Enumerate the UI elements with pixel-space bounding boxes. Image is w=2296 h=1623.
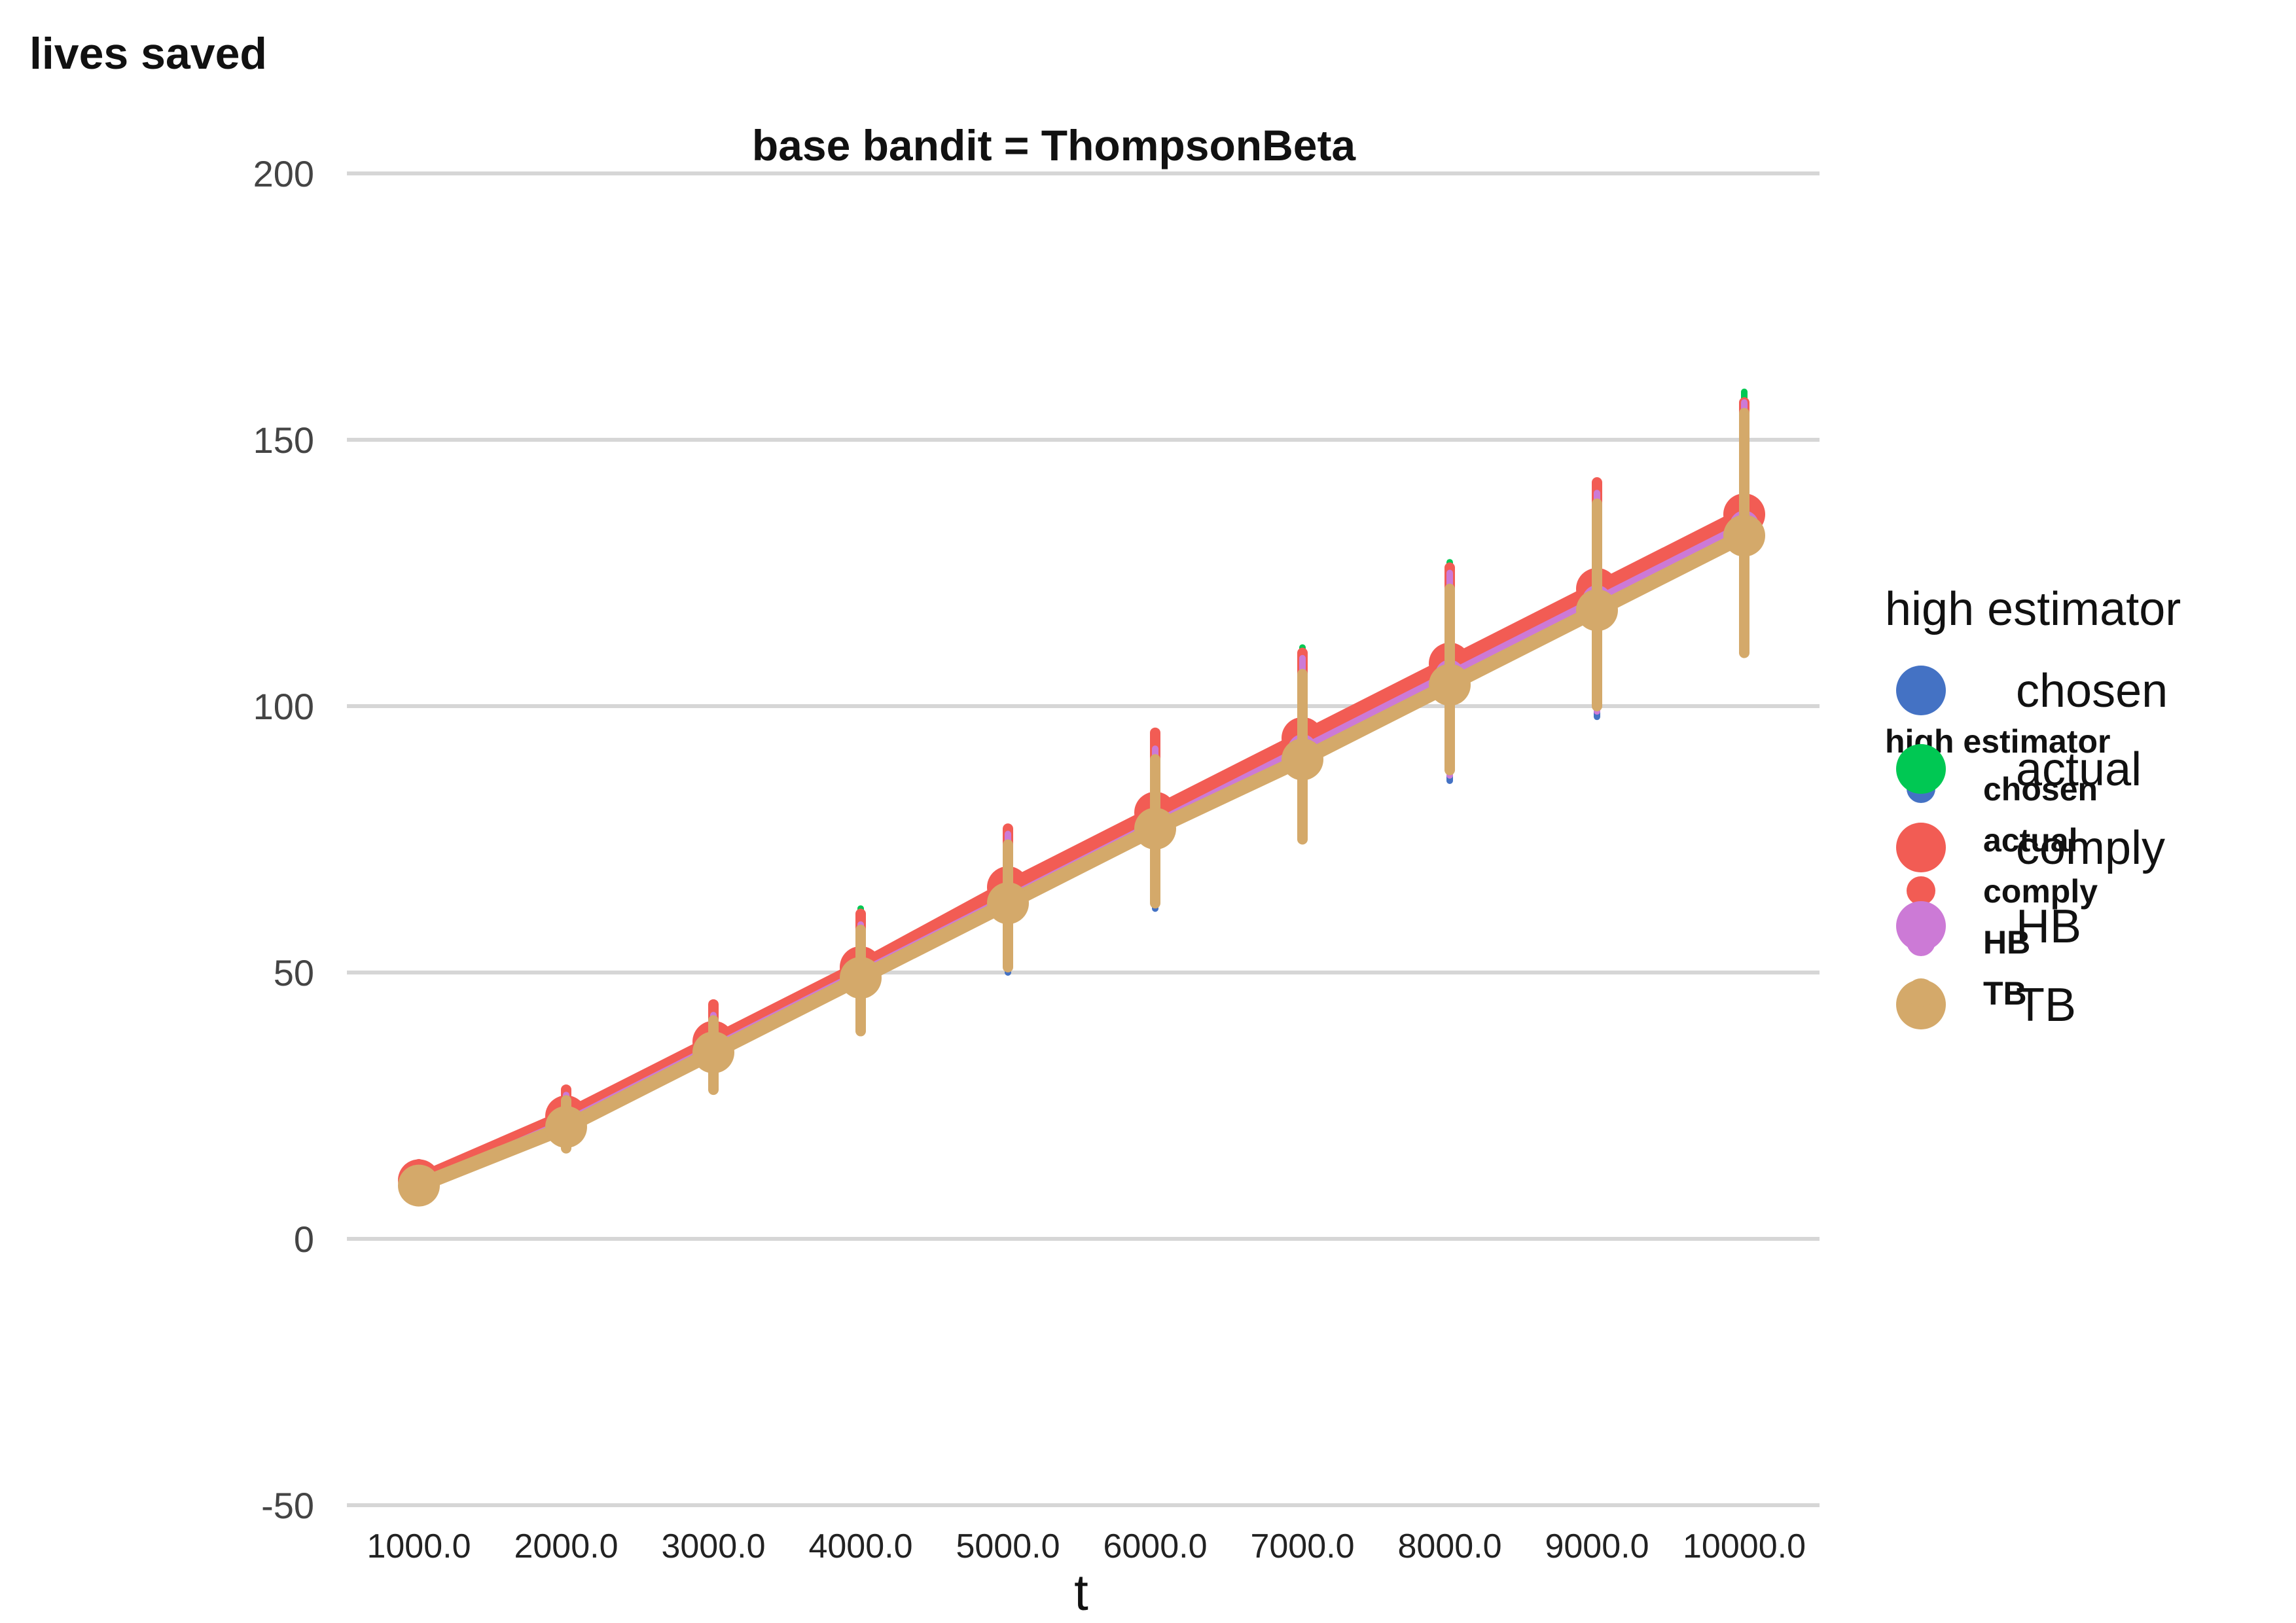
data-point <box>1134 808 1176 850</box>
y-tick-label: 100 <box>253 686 314 727</box>
data-point <box>545 1106 587 1149</box>
y-axis-label: lives saved <box>29 29 267 79</box>
y-tick-label: 200 <box>253 153 314 194</box>
x-tick-label: 4000.0 <box>808 1527 912 1565</box>
legend-title: high estimator <box>1885 583 2181 635</box>
data-point <box>1282 738 1323 781</box>
x-tick-label: 2000.0 <box>514 1527 618 1565</box>
legend-label-overlay: comply <box>1983 873 2098 910</box>
gridlines <box>347 171 1820 1507</box>
series-comply <box>398 397 1765 1202</box>
legend-label: actual <box>2016 743 2142 796</box>
x-tick-label: 6000.0 <box>1103 1527 1207 1565</box>
x-tick-label: 7000.0 <box>1250 1527 1354 1565</box>
x-tick-label: 1000.0 <box>367 1527 471 1565</box>
data-point <box>398 1164 440 1207</box>
x-axis-label: t <box>1074 1563 1088 1621</box>
series-chosen <box>404 404 1759 1205</box>
x-tick-label: 3000.0 <box>661 1527 765 1565</box>
chart-title: base bandit = ThompsonBeta <box>752 121 1357 169</box>
y-tick-label: 150 <box>253 419 314 461</box>
y-tick-label: 0 <box>294 1219 314 1260</box>
series-line-comply <box>416 508 1748 1187</box>
legend-swatch <box>1896 666 1946 715</box>
legend-label-overlay: chosen <box>1983 771 2098 808</box>
series-TB <box>398 408 1765 1207</box>
legend-label: HB <box>2016 901 2081 953</box>
data-point <box>1723 514 1765 557</box>
legend-label-overlay: HB <box>1983 924 2030 961</box>
x-tick-label: 9000.0 <box>1545 1527 1649 1565</box>
legend-label-overlay: TB <box>1983 975 2027 1012</box>
series-line-TB <box>416 529 1748 1192</box>
series-actual <box>404 388 1759 1200</box>
y-tick-label: -50 <box>261 1485 314 1526</box>
y-tick-labels: -50 0 50 100 150 200 <box>253 153 314 1526</box>
data-point <box>1429 664 1471 706</box>
data-point <box>987 882 1029 925</box>
legend-swatch-overlay <box>1907 978 1935 1007</box>
data-point <box>1576 589 1618 632</box>
legend-label: TB <box>2016 979 2076 1031</box>
data-point <box>692 1031 734 1074</box>
y-tick-label: 50 <box>274 952 314 993</box>
x-tick-labels: 1000.0 2000.0 3000.0 4000.0 5000.0 6000.0 7000… <box>367 1527 1806 1565</box>
legend-label-overlay: actual <box>1983 822 2078 859</box>
legend-swatch <box>1896 823 1946 872</box>
x-tick-label: 10000.0 <box>1683 1527 1806 1565</box>
legend-label: chosen <box>2016 665 2168 717</box>
legend-label: comply <box>2016 822 2165 874</box>
data-point <box>840 957 882 999</box>
series-HB <box>404 399 1759 1205</box>
legend-swatch-overlay <box>1907 876 1935 905</box>
legend-swatch-overlay <box>1907 927 1935 956</box>
legend-items: chosenchosenactualactualcomplycomplyHBHB… <box>1896 665 2168 1031</box>
legend-swatch <box>1896 744 1946 794</box>
legend: high estimator high estimator chosenchos… <box>1885 583 2181 1031</box>
x-tick-label: 8000.0 <box>1397 1527 1501 1565</box>
x-tick-label: 5000.0 <box>956 1527 1060 1565</box>
plot-area <box>398 388 1765 1207</box>
